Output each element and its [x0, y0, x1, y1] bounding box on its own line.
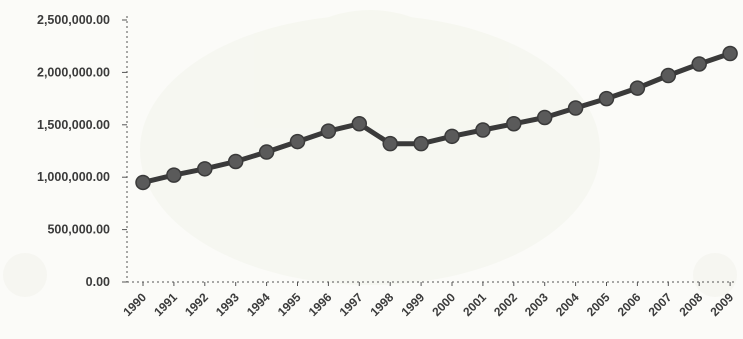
data-point	[166, 167, 182, 183]
y-tick-label: 2,000,000.00	[37, 65, 110, 79]
data-point	[660, 67, 677, 84]
x-tick-label: 2002	[491, 290, 520, 319]
data-point	[135, 174, 151, 191]
data-point	[413, 135, 429, 152]
x-tick-label: 2004	[553, 290, 582, 319]
x-tick-label: 1994	[244, 290, 273, 319]
axes	[126, 16, 737, 283]
x-axis-tick-labels: 1990 1991 1992 1993 1994 1995 1996 1997 1998 1999…	[120, 282, 736, 319]
watermark-shape	[693, 253, 737, 297]
data-point	[629, 80, 646, 96]
watermark-shape	[3, 253, 47, 297]
data-point	[691, 56, 707, 72]
data-point	[227, 153, 244, 170]
x-tick-label: 2008	[677, 290, 706, 319]
watermark-shape	[290, 10, 450, 110]
y-tick-label: 2,500,000.00	[37, 13, 110, 27]
watermark-background	[3, 10, 737, 297]
x-tick-label: 1991	[151, 290, 180, 319]
data-point	[598, 90, 615, 107]
data-point	[722, 45, 738, 62]
data-point	[197, 161, 213, 177]
x-tick-label: 2003	[522, 290, 551, 319]
x-tick-label: 1995	[275, 290, 304, 319]
y-tick-label: 0.00	[86, 275, 110, 289]
x-tick-label: 2005	[584, 290, 613, 319]
x-tick-label: 1998	[368, 290, 397, 319]
data-point	[506, 116, 522, 132]
x-tick-label: 2006	[615, 290, 644, 319]
x-tick-label: 1993	[213, 290, 242, 319]
y-tick-label: 1,500,000.00	[37, 118, 110, 132]
x-tick-label: 1992	[182, 290, 211, 319]
data-point	[382, 135, 398, 152]
data-point	[475, 122, 491, 138]
y-tick-label: 1,000,000.00	[37, 170, 110, 184]
data-point	[444, 128, 460, 145]
watermark-shape	[140, 15, 600, 285]
x-tick-label: 1997	[337, 290, 366, 319]
x-tick-label: 2000	[429, 290, 458, 319]
data-point	[258, 144, 275, 160]
data-point	[351, 116, 368, 132]
data-point	[536, 109, 553, 126]
data-point	[567, 100, 584, 116]
x-tick-label: 1990	[120, 290, 149, 319]
data-point	[320, 123, 337, 139]
data-point	[289, 133, 306, 150]
x-tick-label: 2007	[646, 290, 675, 319]
x-tick-label: 1999	[398, 290, 427, 319]
y-tick-label: 500,000.00	[47, 223, 110, 237]
x-tick-label: 1996	[306, 290, 335, 319]
y-axis-tick-labels: 0.00 500,000.00 1,000,000.00 1,500,000.00 2,…	[37, 13, 127, 289]
data-series	[135, 45, 738, 191]
x-tick-label: 2001	[460, 290, 489, 319]
